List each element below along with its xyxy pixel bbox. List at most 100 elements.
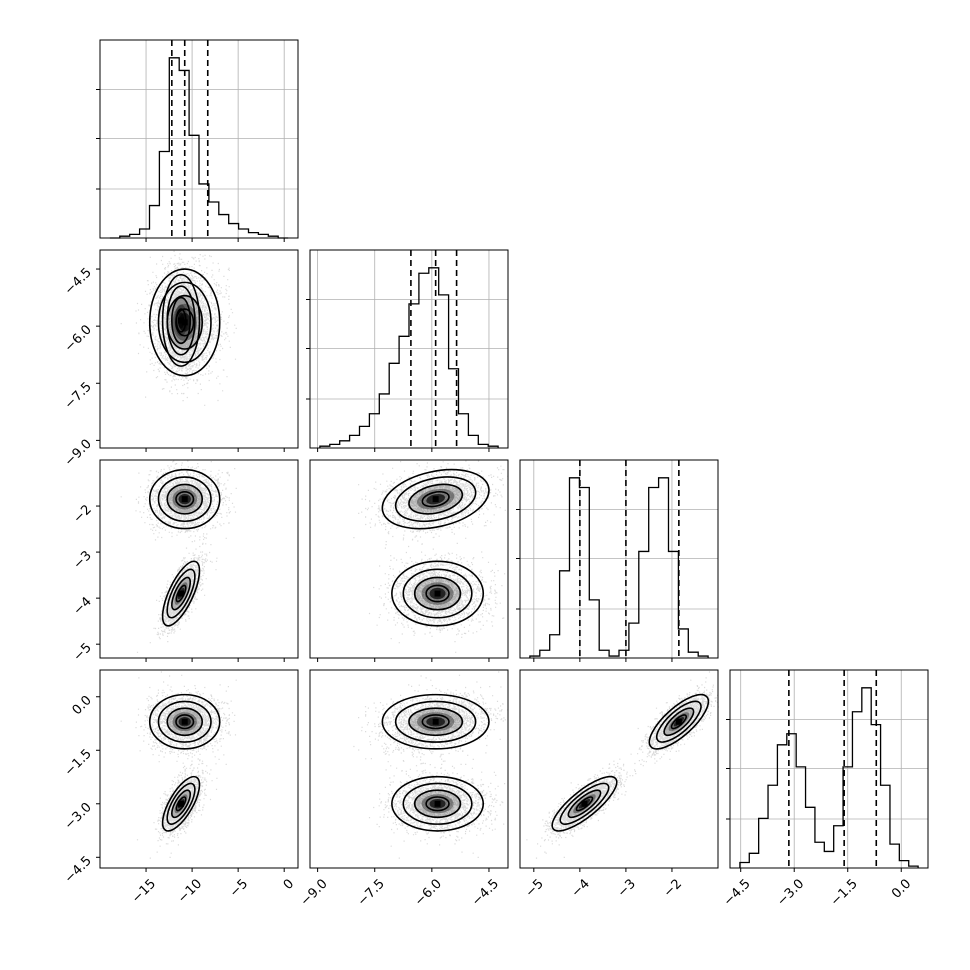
contour-line bbox=[148, 468, 221, 530]
x-tick-label: −4.5 bbox=[469, 876, 502, 909]
sample-points bbox=[526, 671, 719, 859]
contour-line bbox=[157, 281, 212, 364]
plot-panels: −15 −10 −5 0 −9.0 −7.5 −6.0 −4.5 −5 −4 −3 −2 −4.5 −3.… bbox=[62, 39, 929, 909]
hist-panel-0 bbox=[96, 39, 299, 239]
x-tick-label: −4 bbox=[569, 876, 593, 900]
contour-line bbox=[421, 490, 450, 508]
contour-line bbox=[413, 576, 462, 611]
x-tick-label: −9.0 bbox=[298, 876, 331, 909]
contour-line bbox=[381, 693, 490, 750]
contour-line bbox=[171, 296, 192, 345]
x-tick-label: −2 bbox=[661, 876, 685, 900]
contour-line bbox=[655, 700, 702, 743]
contour-line bbox=[413, 789, 462, 819]
contour-line bbox=[402, 782, 473, 825]
contour-line bbox=[402, 568, 473, 619]
peak-cell bbox=[181, 496, 188, 503]
peak-cell bbox=[181, 319, 188, 326]
peak-cell bbox=[178, 800, 185, 807]
y-tick-label: −6.0 bbox=[62, 322, 95, 355]
scatter-panel-0-3 bbox=[99, 669, 299, 869]
sample-points bbox=[120, 250, 237, 406]
contour-line bbox=[175, 490, 195, 508]
contour-line bbox=[559, 782, 610, 825]
peak-cell bbox=[178, 590, 185, 597]
peak-cell bbox=[581, 800, 588, 807]
panel-frame bbox=[309, 669, 509, 869]
y-tick-label: −9.0 bbox=[62, 437, 95, 470]
y-tick-label: −5 bbox=[71, 640, 95, 664]
contour-line bbox=[408, 707, 464, 737]
panel-frame bbox=[309, 249, 509, 449]
contour-line bbox=[663, 707, 695, 737]
contour-line bbox=[166, 782, 196, 825]
x-tick-label: −3 bbox=[615, 876, 639, 900]
scatter-panel-0-2 bbox=[99, 459, 299, 659]
contour-line bbox=[551, 775, 618, 832]
panel-frame bbox=[99, 249, 299, 449]
panel-frame bbox=[729, 669, 929, 869]
contour-line bbox=[175, 308, 187, 333]
contour-line bbox=[166, 707, 204, 737]
contour-line bbox=[157, 476, 212, 523]
x-tick-label: −6.0 bbox=[412, 876, 445, 909]
contour-line bbox=[381, 468, 490, 530]
contour-line bbox=[166, 568, 196, 619]
panel-frame bbox=[99, 459, 299, 659]
sample-points bbox=[353, 671, 509, 859]
y-tick-label: −3 bbox=[71, 548, 95, 572]
contour-line bbox=[648, 693, 710, 750]
contour-line bbox=[161, 273, 201, 367]
contour-line bbox=[394, 476, 477, 523]
panel-frame bbox=[99, 39, 299, 239]
y-tick-label: −4.5 bbox=[62, 854, 95, 887]
scatter-panel-0-1 bbox=[99, 249, 299, 449]
scatter-panel-1-3 bbox=[309, 669, 509, 869]
contour-line bbox=[408, 483, 464, 515]
contour-line bbox=[166, 483, 204, 515]
contour-line bbox=[166, 285, 196, 356]
hist-panel-3 bbox=[726, 669, 929, 869]
peak-cell bbox=[434, 800, 441, 807]
contour-line bbox=[148, 693, 221, 750]
contour-line bbox=[157, 700, 212, 743]
contour-line bbox=[161, 775, 201, 832]
scatter-panel-2-3 bbox=[519, 669, 719, 869]
x-tick-label: −7.5 bbox=[355, 876, 388, 909]
histogram-2 bbox=[529, 477, 709, 658]
contour-line bbox=[425, 796, 450, 812]
y-tick-label: −4.5 bbox=[62, 265, 95, 298]
y-tick-label: −7.5 bbox=[62, 379, 95, 412]
y-tick-label: −1.5 bbox=[62, 746, 95, 779]
contour-line bbox=[171, 576, 192, 611]
peak-cell bbox=[181, 718, 188, 725]
x-tick-label: −15 bbox=[129, 876, 159, 906]
peak-cell bbox=[434, 590, 441, 597]
contour-line bbox=[425, 584, 450, 603]
peak-cell bbox=[432, 496, 439, 503]
contour-line bbox=[171, 789, 192, 819]
contour-line bbox=[567, 789, 602, 819]
contour-line bbox=[175, 714, 195, 730]
x-tick-label: 0 bbox=[281, 876, 297, 892]
y-tick-label: 0.0 bbox=[70, 693, 95, 718]
hist-panel-1 bbox=[306, 249, 509, 449]
x-tick-label: −3.0 bbox=[774, 876, 807, 909]
peak-cell bbox=[432, 718, 439, 725]
x-tick-label: −1.5 bbox=[828, 876, 861, 909]
y-tick-label: −3.0 bbox=[62, 800, 95, 833]
contour-line bbox=[421, 714, 450, 730]
hist-panel-2 bbox=[516, 459, 719, 659]
contour-line bbox=[148, 268, 221, 377]
contour-line bbox=[391, 560, 485, 627]
x-tick-label: −5 bbox=[227, 876, 251, 900]
peak-cell bbox=[178, 317, 185, 324]
x-tick-label: −4.5 bbox=[721, 876, 754, 909]
histogram-3 bbox=[739, 687, 919, 868]
panel-frame bbox=[99, 669, 299, 869]
y-tick-label: −2 bbox=[71, 502, 95, 526]
x-tick-label: −5 bbox=[523, 876, 547, 900]
sample-points bbox=[120, 671, 237, 859]
peak-cell bbox=[675, 718, 682, 725]
